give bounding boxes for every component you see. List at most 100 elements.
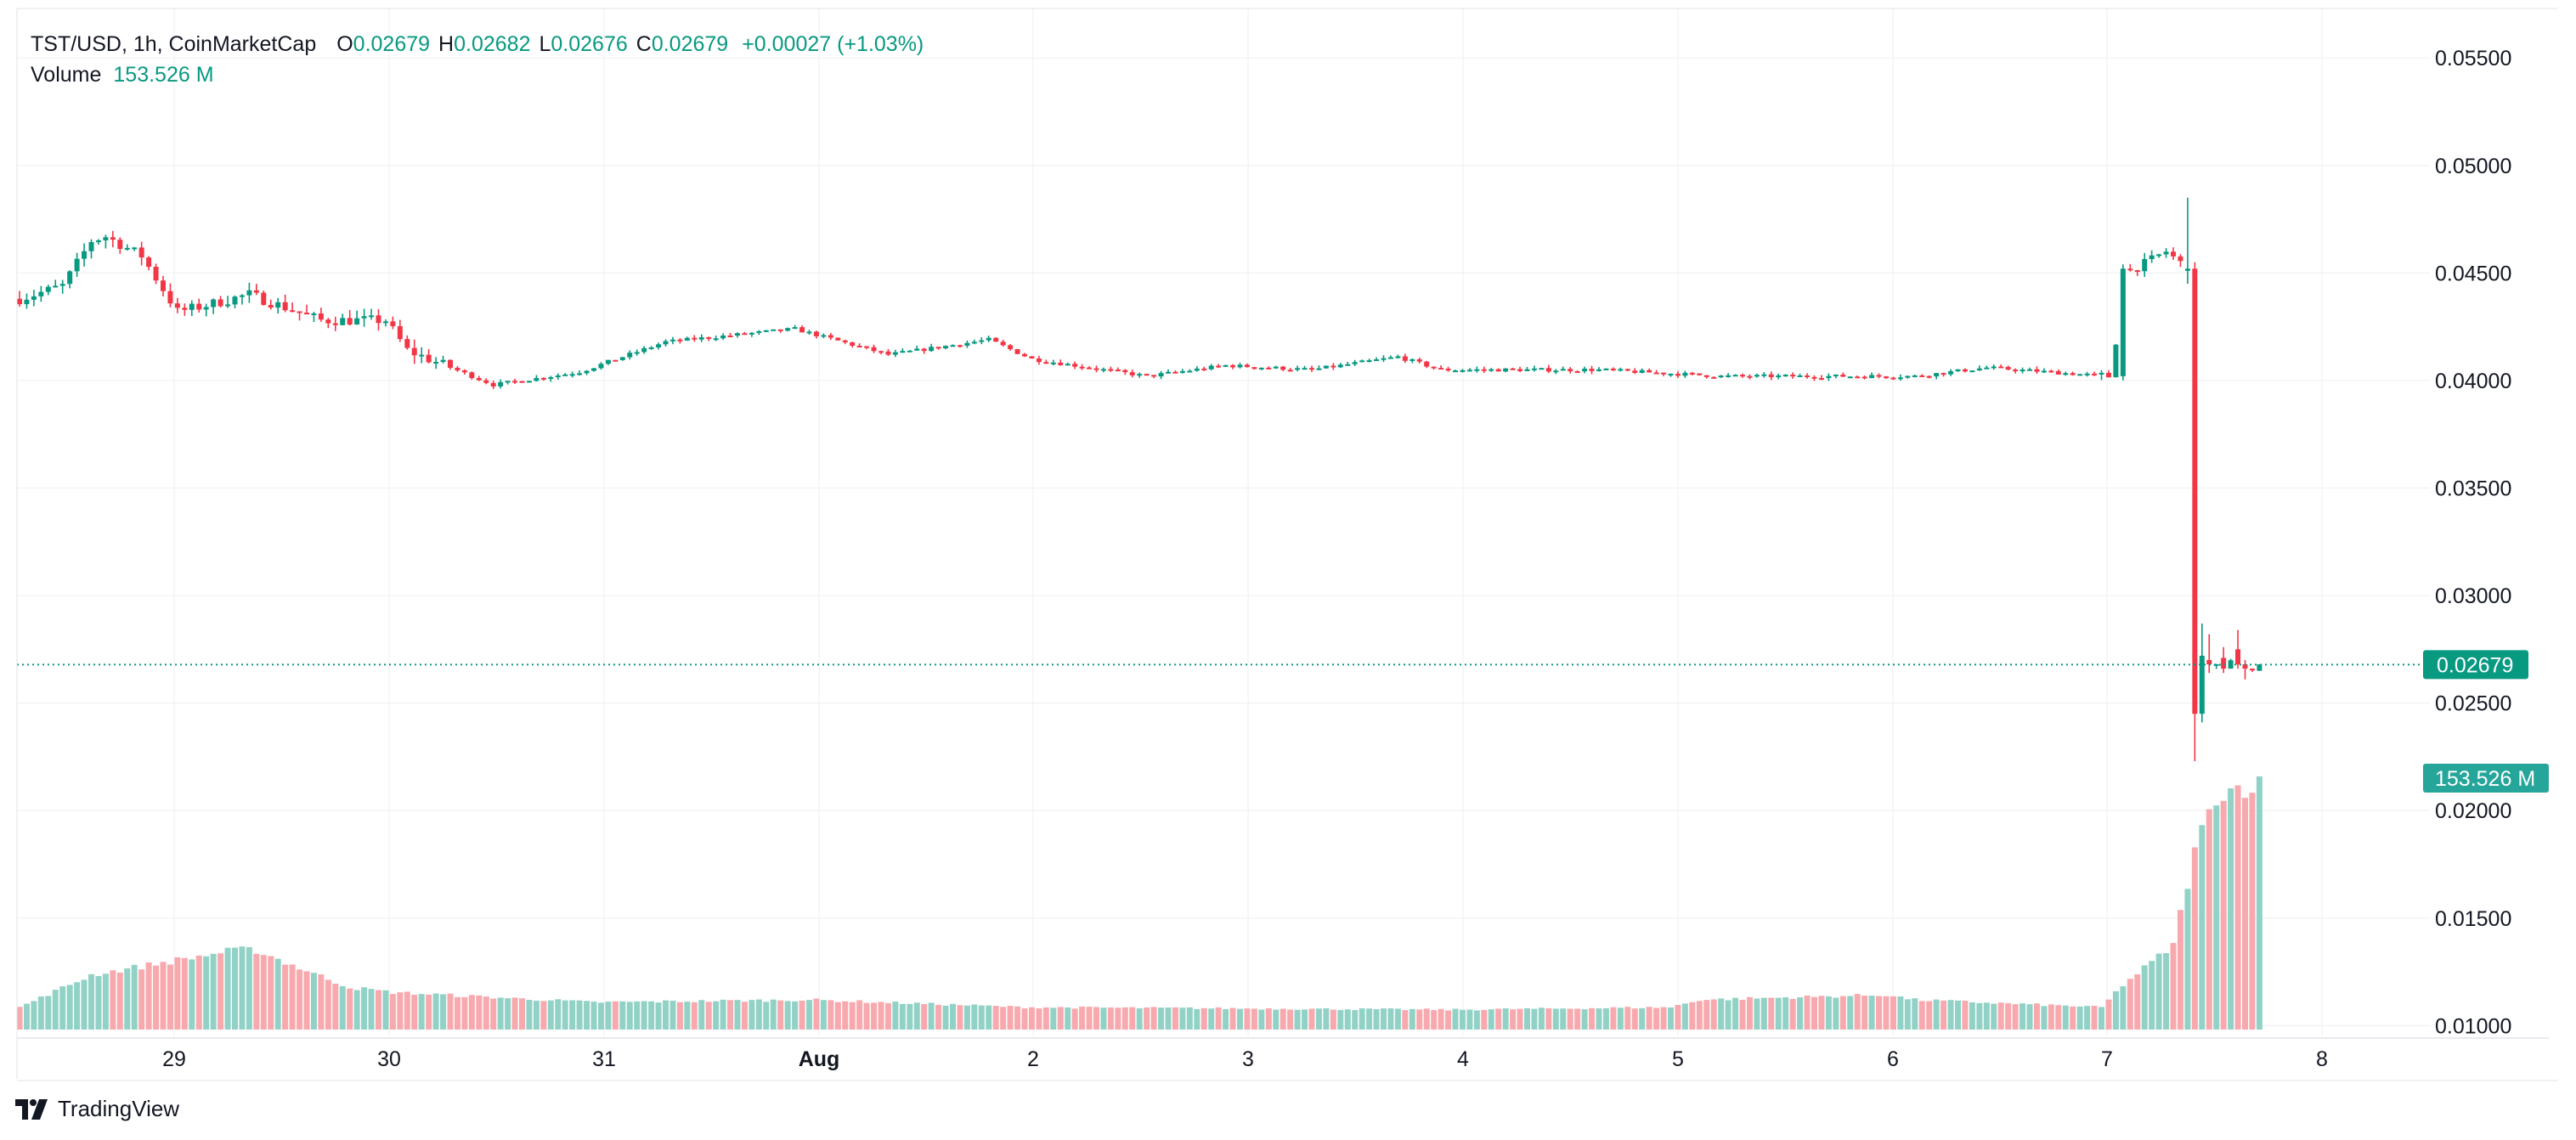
volume-bar	[928, 1002, 935, 1030]
candle-body	[1137, 374, 1143, 376]
candle-body	[253, 290, 259, 293]
volume-bar	[2213, 805, 2220, 1030]
candle-body	[613, 359, 619, 362]
candle-body	[648, 347, 654, 349]
volume-bar	[1050, 1007, 1057, 1030]
candle-body	[1940, 373, 1946, 375]
candle-body	[1776, 375, 1782, 378]
volume-bar	[913, 1002, 920, 1030]
volume-bar	[1186, 1007, 1193, 1030]
candle-body	[1330, 365, 1336, 368]
volume-bar	[1459, 1009, 1466, 1030]
ohlc-row: TST/USD, 1h, CoinMarketCap O 0.02679 H 0.0…	[31, 29, 924, 59]
candle-body	[900, 351, 906, 353]
volume-bar	[476, 995, 483, 1030]
grid-lines	[17, 8, 2430, 1036]
volume-bar	[1251, 1008, 1257, 1030]
candle-body	[1682, 372, 1688, 376]
volume-bar	[884, 1002, 891, 1030]
candle-body	[1036, 358, 1042, 363]
volume-bar	[1631, 1008, 1638, 1030]
candle-body	[1366, 360, 1372, 363]
volume-bar	[2163, 953, 2170, 1030]
close-label: C	[636, 32, 652, 56]
volume-bar	[1215, 1007, 1222, 1030]
candle-body	[182, 308, 188, 310]
candle-body	[2235, 649, 2241, 665]
candle-body	[1129, 372, 1135, 375]
volume-bar	[1144, 1007, 1150, 1030]
candle-body	[957, 345, 963, 347]
volume-bar	[1431, 1010, 1438, 1030]
volume-bar	[856, 1000, 863, 1030]
volume-bar	[1121, 1007, 1128, 1030]
volume-bar	[1028, 1007, 1035, 1030]
candle-body	[1345, 364, 1351, 366]
candle-body	[232, 296, 238, 305]
volume-bar	[2112, 990, 2119, 1030]
candle-body	[1466, 370, 1472, 372]
volume-bar	[1818, 996, 1825, 1030]
volume-bar	[1308, 1008, 1315, 1030]
candle-body	[31, 296, 37, 300]
candle-body	[742, 333, 748, 336]
symbol-title[interactable]: TST/USD, 1h, CoinMarketCap	[31, 32, 317, 56]
volume-bar	[282, 964, 289, 1030]
volume-bar	[784, 1001, 791, 1030]
candle-body	[110, 237, 116, 240]
candle-body	[1589, 369, 1595, 371]
candle-body	[2020, 370, 2025, 372]
candle-body	[59, 284, 65, 286]
candle-body	[1747, 375, 1753, 378]
volume-label[interactable]: Volume	[31, 63, 102, 87]
candle-body	[239, 295, 245, 297]
volume-bar	[2134, 974, 2141, 1030]
candle-body	[548, 377, 554, 380]
candle-body	[512, 381, 518, 383]
volume-bar	[1107, 1007, 1114, 1030]
volume-bar	[426, 994, 432, 1030]
volume-bar	[684, 1002, 691, 1030]
candle-body	[1726, 375, 1731, 377]
candle-body	[1194, 368, 1200, 371]
volume-bar	[1366, 1008, 1373, 1030]
volume-bar	[806, 1000, 812, 1030]
volume-bar	[2005, 1002, 2012, 1030]
candle-body	[1934, 373, 1940, 377]
candle-body	[993, 337, 999, 342]
volume-bar	[899, 1003, 906, 1030]
volume-bar	[2091, 1006, 2098, 1030]
volume-bar	[23, 1003, 30, 1030]
volume-value: 153.526 M	[113, 63, 214, 87]
volume-bar	[2141, 965, 2148, 1030]
candle-body	[440, 359, 446, 363]
candle-body	[1855, 376, 1861, 379]
volume-bar	[907, 1003, 913, 1030]
volume-bar	[1373, 1008, 1380, 1030]
volume-bar	[1718, 998, 1725, 1030]
candle-body	[1553, 370, 1559, 373]
volume-bar	[1086, 1007, 1093, 1030]
volume-bar	[260, 955, 267, 1030]
candle-body	[1223, 364, 1229, 367]
candle-body	[167, 291, 173, 304]
volume-bar	[1036, 1008, 1042, 1030]
volume-bar	[2020, 1003, 2026, 1030]
volume-bar	[2026, 1004, 2033, 1030]
candle-body	[24, 299, 30, 305]
x-tick-label: 5	[1672, 1047, 1684, 1071]
candle-body	[555, 375, 561, 378]
volume-bar	[325, 979, 331, 1030]
volume-bar	[597, 1002, 604, 1030]
candle-body	[1093, 368, 1099, 370]
candle-body	[1072, 364, 1078, 367]
time-axis[interactable]: 29 30 31 Aug 2 3 4 5 6 7 8	[162, 1047, 2328, 1071]
candle-body	[311, 313, 317, 315]
y-tick-label: 0.03500	[2435, 477, 2511, 500]
price-axis[interactable]: 0.05500 0.05000 0.04500 0.04000 0.03500 0.030…	[2435, 47, 2511, 1038]
candle-body	[519, 381, 525, 383]
volume-bar	[411, 995, 418, 1030]
candle-body	[2163, 251, 2169, 255]
tradingview-brand[interactable]: TradingView	[15, 1096, 179, 1122]
